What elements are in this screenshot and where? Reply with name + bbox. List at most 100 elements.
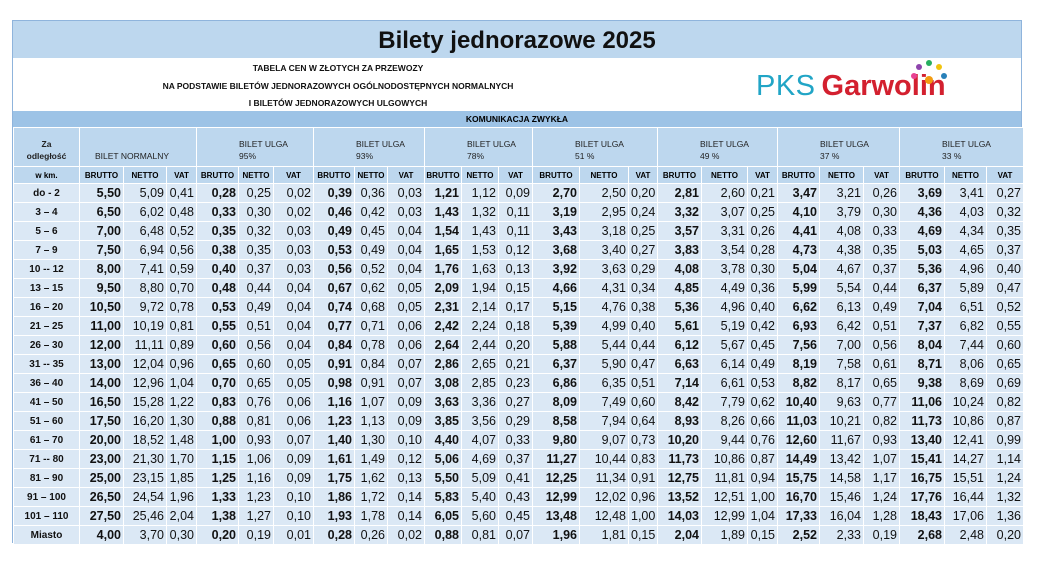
- price-cell: 15,75: [777, 468, 820, 488]
- price-cell: 1,16: [238, 468, 274, 488]
- price-cell: 10,40: [777, 392, 820, 412]
- price-cell: 0,73: [628, 430, 658, 450]
- price-cell: 0,27: [628, 240, 658, 260]
- price-cell: 2,44: [461, 335, 499, 355]
- price-cell: 1,00: [196, 430, 239, 450]
- distance-header: Za odległość: [13, 127, 80, 167]
- price-cell: 1,70: [166, 449, 197, 469]
- price-cell: 2,64: [424, 335, 462, 355]
- price-cell: 15,41: [899, 449, 945, 469]
- price-cell: 0,88: [424, 525, 462, 545]
- price-cell: 0,09: [387, 411, 425, 431]
- price-cell: 23,15: [123, 468, 167, 488]
- distance-cell: 21 – 25: [13, 316, 80, 336]
- price-cell: 0,06: [387, 335, 425, 355]
- price-cell: 0,37: [863, 259, 900, 279]
- column-header: VAT: [166, 166, 197, 184]
- price-row: 36 – 40 14,00 12,96 1,04 0,70 0,65 0,05 0,98 0,9…: [13, 373, 1024, 393]
- price-cell: 0,04: [273, 335, 314, 355]
- price-cell: 0,78: [166, 297, 197, 317]
- price-cell: 1,48: [166, 430, 197, 450]
- price-cell: 0,48: [196, 278, 239, 298]
- price-cell: 2,33: [819, 525, 864, 545]
- price-cell: 0,05: [273, 354, 314, 374]
- price-cell: 1,07: [354, 392, 388, 412]
- price-cell: 6,48: [123, 221, 167, 241]
- price-cell: 0,56: [313, 259, 355, 279]
- price-cell: 0,69: [986, 373, 1024, 393]
- price-cell: 0,20: [628, 183, 658, 203]
- price-cell: 0,38: [196, 240, 239, 260]
- price-cell: 2,09: [424, 278, 462, 298]
- price-cell: 1,27: [238, 506, 274, 526]
- price-cell: 0,13: [498, 259, 533, 279]
- price-cell: 12,96: [123, 373, 167, 393]
- distance-cell: 10 -- 12: [13, 259, 80, 279]
- price-row: 21 – 25 11,00 10,19 0,81 0,55 0,51 0,04 0,77 0,7…: [13, 316, 1024, 336]
- column-header: BRUTTO: [532, 166, 580, 184]
- price-cell: 10,44: [579, 449, 629, 469]
- price-cell: 0,29: [628, 259, 658, 279]
- price-cell: 0,41: [498, 468, 533, 488]
- price-cell: 4,85: [657, 278, 702, 298]
- group-discount: 33 %: [942, 151, 962, 161]
- price-cell: 1,49: [354, 449, 388, 469]
- price-cell: 0,10: [273, 506, 314, 526]
- price-cell: 0,61: [863, 354, 900, 374]
- price-cell: 12,48: [579, 506, 629, 526]
- price-cell: 0,49: [354, 240, 388, 260]
- price-cell: 0,04: [273, 297, 314, 317]
- price-cell: 8,26: [701, 411, 748, 431]
- price-cell: 1,72: [354, 487, 388, 507]
- price-cell: 1,33: [196, 487, 239, 507]
- price-cell: 7,37: [899, 316, 945, 336]
- price-cell: 0,25: [238, 183, 274, 203]
- price-cell: 0,60: [238, 354, 274, 374]
- price-cell: 0,55: [986, 316, 1024, 336]
- price-cell: 0,52: [986, 297, 1024, 317]
- price-cell: 4,66: [532, 278, 580, 298]
- price-cell: 3,56: [461, 411, 499, 431]
- price-cell: 8,69: [944, 373, 987, 393]
- price-cell: 4,49: [701, 278, 748, 298]
- price-cell: 13,00: [79, 354, 124, 374]
- price-cell: 0,07: [498, 525, 533, 545]
- price-cell: 4,69: [899, 221, 945, 241]
- price-cell: 2,65: [461, 354, 499, 374]
- price-cell: 0,45: [498, 506, 533, 526]
- group-discount: 93%: [356, 151, 374, 161]
- price-cell: 5,89: [944, 278, 987, 298]
- price-cell: 2,50: [579, 183, 629, 203]
- distance-cell: 61 – 70: [13, 430, 80, 450]
- column-header: BRUTTO: [313, 166, 355, 184]
- price-cell: 5,90: [579, 354, 629, 374]
- price-cell: 0,96: [166, 354, 197, 374]
- price-cell: 17,76: [899, 487, 945, 507]
- price-cell: 7,00: [819, 335, 864, 355]
- price-cell: 0,82: [986, 392, 1024, 412]
- distance-cell: 51 – 60: [13, 411, 80, 431]
- price-cell: 3,43: [532, 221, 580, 241]
- price-cell: 1,93: [313, 506, 355, 526]
- price-cell: 12,99: [701, 506, 748, 526]
- price-cell: 0,56: [166, 240, 197, 260]
- price-cell: 0,65: [196, 354, 239, 374]
- price-cell: 0,30: [863, 202, 900, 222]
- price-cell: 0,56: [238, 335, 274, 355]
- price-cell: 0,39: [313, 183, 355, 203]
- price-cell: 9,63: [819, 392, 864, 412]
- price-cell: 0,83: [628, 449, 658, 469]
- column-header: VAT: [498, 166, 533, 184]
- price-cell: 2,04: [657, 525, 702, 545]
- distance-cell: 5 – 6: [13, 221, 80, 241]
- price-cell: 4,41: [777, 221, 820, 241]
- price-cell: 5,54: [819, 278, 864, 298]
- price-cell: 8,71: [899, 354, 945, 374]
- group-header: BILET ULGA 51 %: [532, 127, 658, 167]
- price-cell: 0,32: [986, 202, 1024, 222]
- price-cell: 0,04: [387, 240, 425, 260]
- price-cell: 0,06: [273, 411, 314, 431]
- distance-cell: 41 – 50: [13, 392, 80, 412]
- price-cell: 0,14: [387, 506, 425, 526]
- price-cell: 0,15: [628, 525, 658, 545]
